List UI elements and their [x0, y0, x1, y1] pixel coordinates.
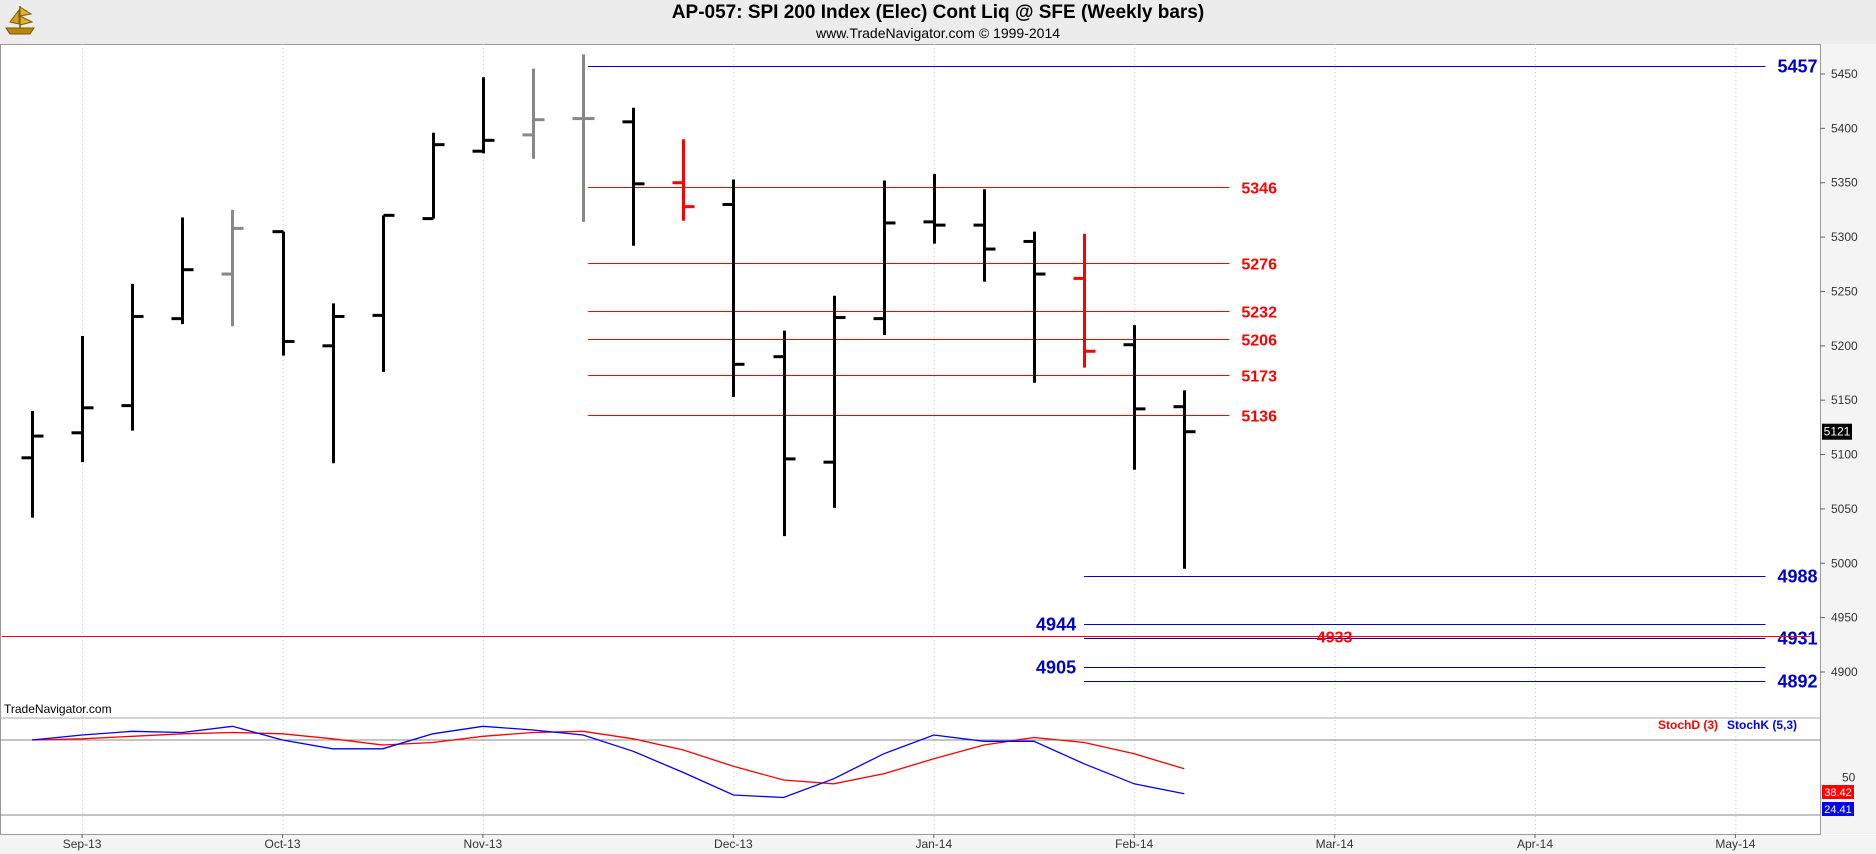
legend-stoch-k: StochK (5,3) [1727, 718, 1797, 732]
price-bar [722, 179, 745, 397]
watermark: TradeNavigator.com [4, 702, 112, 716]
price-bar [422, 132, 445, 221]
level-label-5206: 5206 [1241, 333, 1277, 350]
level-label-4988: 4988 [1777, 567, 1817, 587]
price-bar [322, 303, 345, 464]
last-price-box [1822, 423, 1852, 440]
y-tick-label: 5350 [1831, 176, 1858, 190]
y-tick-label: 5450 [1831, 67, 1858, 81]
price-bar [372, 213, 395, 372]
price-bar [21, 411, 44, 518]
level-label-4905: 4905 [1036, 658, 1076, 678]
axes: 4900 4950 5000 5050 5100 5150 5200 5250 5300 5350… [63, 67, 1858, 851]
price-bar [522, 68, 545, 159]
level-label-4944: 4944 [1036, 615, 1076, 635]
level-label-5457: 5457 [1777, 57, 1817, 77]
y-tick-label: 5200 [1831, 339, 1858, 353]
plot-frame [0, 44, 1821, 835]
price-bar [71, 336, 94, 463]
caravel-ship-icon [5, 6, 35, 35]
price-bar [773, 330, 796, 537]
y-tick-label: 5100 [1831, 448, 1858, 462]
x-tick-label: Feb-14 [1115, 837, 1153, 851]
chart-header [0, 0, 1876, 44]
stoch-k-last-box [1822, 802, 1854, 816]
y-tick-label: 5400 [1831, 121, 1858, 135]
y-tick-label: 5300 [1831, 230, 1858, 244]
level-label-5276: 5276 [1241, 257, 1277, 274]
price-bar [121, 283, 144, 431]
y-tick-label: 5000 [1831, 556, 1858, 570]
stoch-line-d [31, 730, 1185, 785]
stoch-d-last-label: 38.42 [1824, 787, 1852, 799]
chart-subtitle: www.TradeNavigator.com © 1999-2014 [815, 25, 1061, 41]
x-tick-label: Mar-14 [1316, 837, 1354, 851]
price-bars [21, 54, 1196, 569]
x-tick-label: Oct-13 [264, 837, 300, 851]
level-label-5136: 5136 [1241, 409, 1277, 426]
y-tick-label: 5050 [1831, 502, 1858, 516]
price-bar [873, 180, 896, 335]
stochastic-panel: 50 StochD (3) StochK (5,3) 38.42 24.41 [0, 718, 1856, 816]
y-tick-label: 5250 [1831, 284, 1858, 298]
price-bar [1023, 231, 1046, 383]
level-label-5173: 5173 [1241, 369, 1277, 386]
last-price-label: 5121 [1824, 425, 1851, 439]
price-bar [672, 139, 695, 221]
price-bar [1123, 325, 1146, 470]
price-bar [572, 54, 595, 222]
x-axis-panel [0, 835, 1876, 854]
x-tick-label: Nov-13 [464, 837, 503, 851]
y-tick-label: 4900 [1831, 665, 1858, 679]
stoch-tick-label: 50 [1842, 771, 1856, 785]
x-tick-label: Apr-14 [1517, 837, 1553, 851]
grid-layer [0, 44, 1876, 854]
price-bar [923, 174, 946, 244]
price-bar [1073, 233, 1096, 368]
price-bar [973, 189, 996, 282]
price-bar [221, 209, 244, 327]
x-tick-label: Sep-13 [63, 837, 102, 851]
price-levels: 5457 5346 5276 5232 5206 5173 5136 4988 4944 4931… [1, 57, 1818, 692]
stoch-d-last-box [1822, 785, 1854, 799]
level-label-4933: 4933 [1317, 630, 1353, 647]
price-bar [622, 107, 645, 246]
price-bar [1173, 390, 1196, 569]
stoch-line-k [31, 725, 1185, 799]
price-bar [272, 230, 295, 356]
price-bar [171, 217, 194, 325]
x-tick-label: Jan-14 [915, 837, 952, 851]
legend-stoch-d: StochD (3) [1658, 718, 1718, 732]
level-label-4931: 4931 [1777, 629, 1817, 649]
level-label-4892: 4892 [1777, 672, 1817, 692]
price-bar [823, 295, 846, 508]
level-label-5232: 5232 [1241, 305, 1277, 322]
x-tick-label: Dec-13 [714, 837, 753, 851]
level-label-5346: 5346 [1241, 181, 1277, 198]
price-bar [472, 77, 495, 154]
y-tick-label: 4950 [1831, 611, 1858, 625]
y-tick-label: 5150 [1831, 393, 1858, 407]
stoch-k-last-label: 24.41 [1824, 804, 1852, 816]
x-tick-label: May-14 [1715, 837, 1755, 851]
chart-title: AP-057: SPI 200 Index (Elec) Cont Liq @ … [671, 2, 1205, 23]
